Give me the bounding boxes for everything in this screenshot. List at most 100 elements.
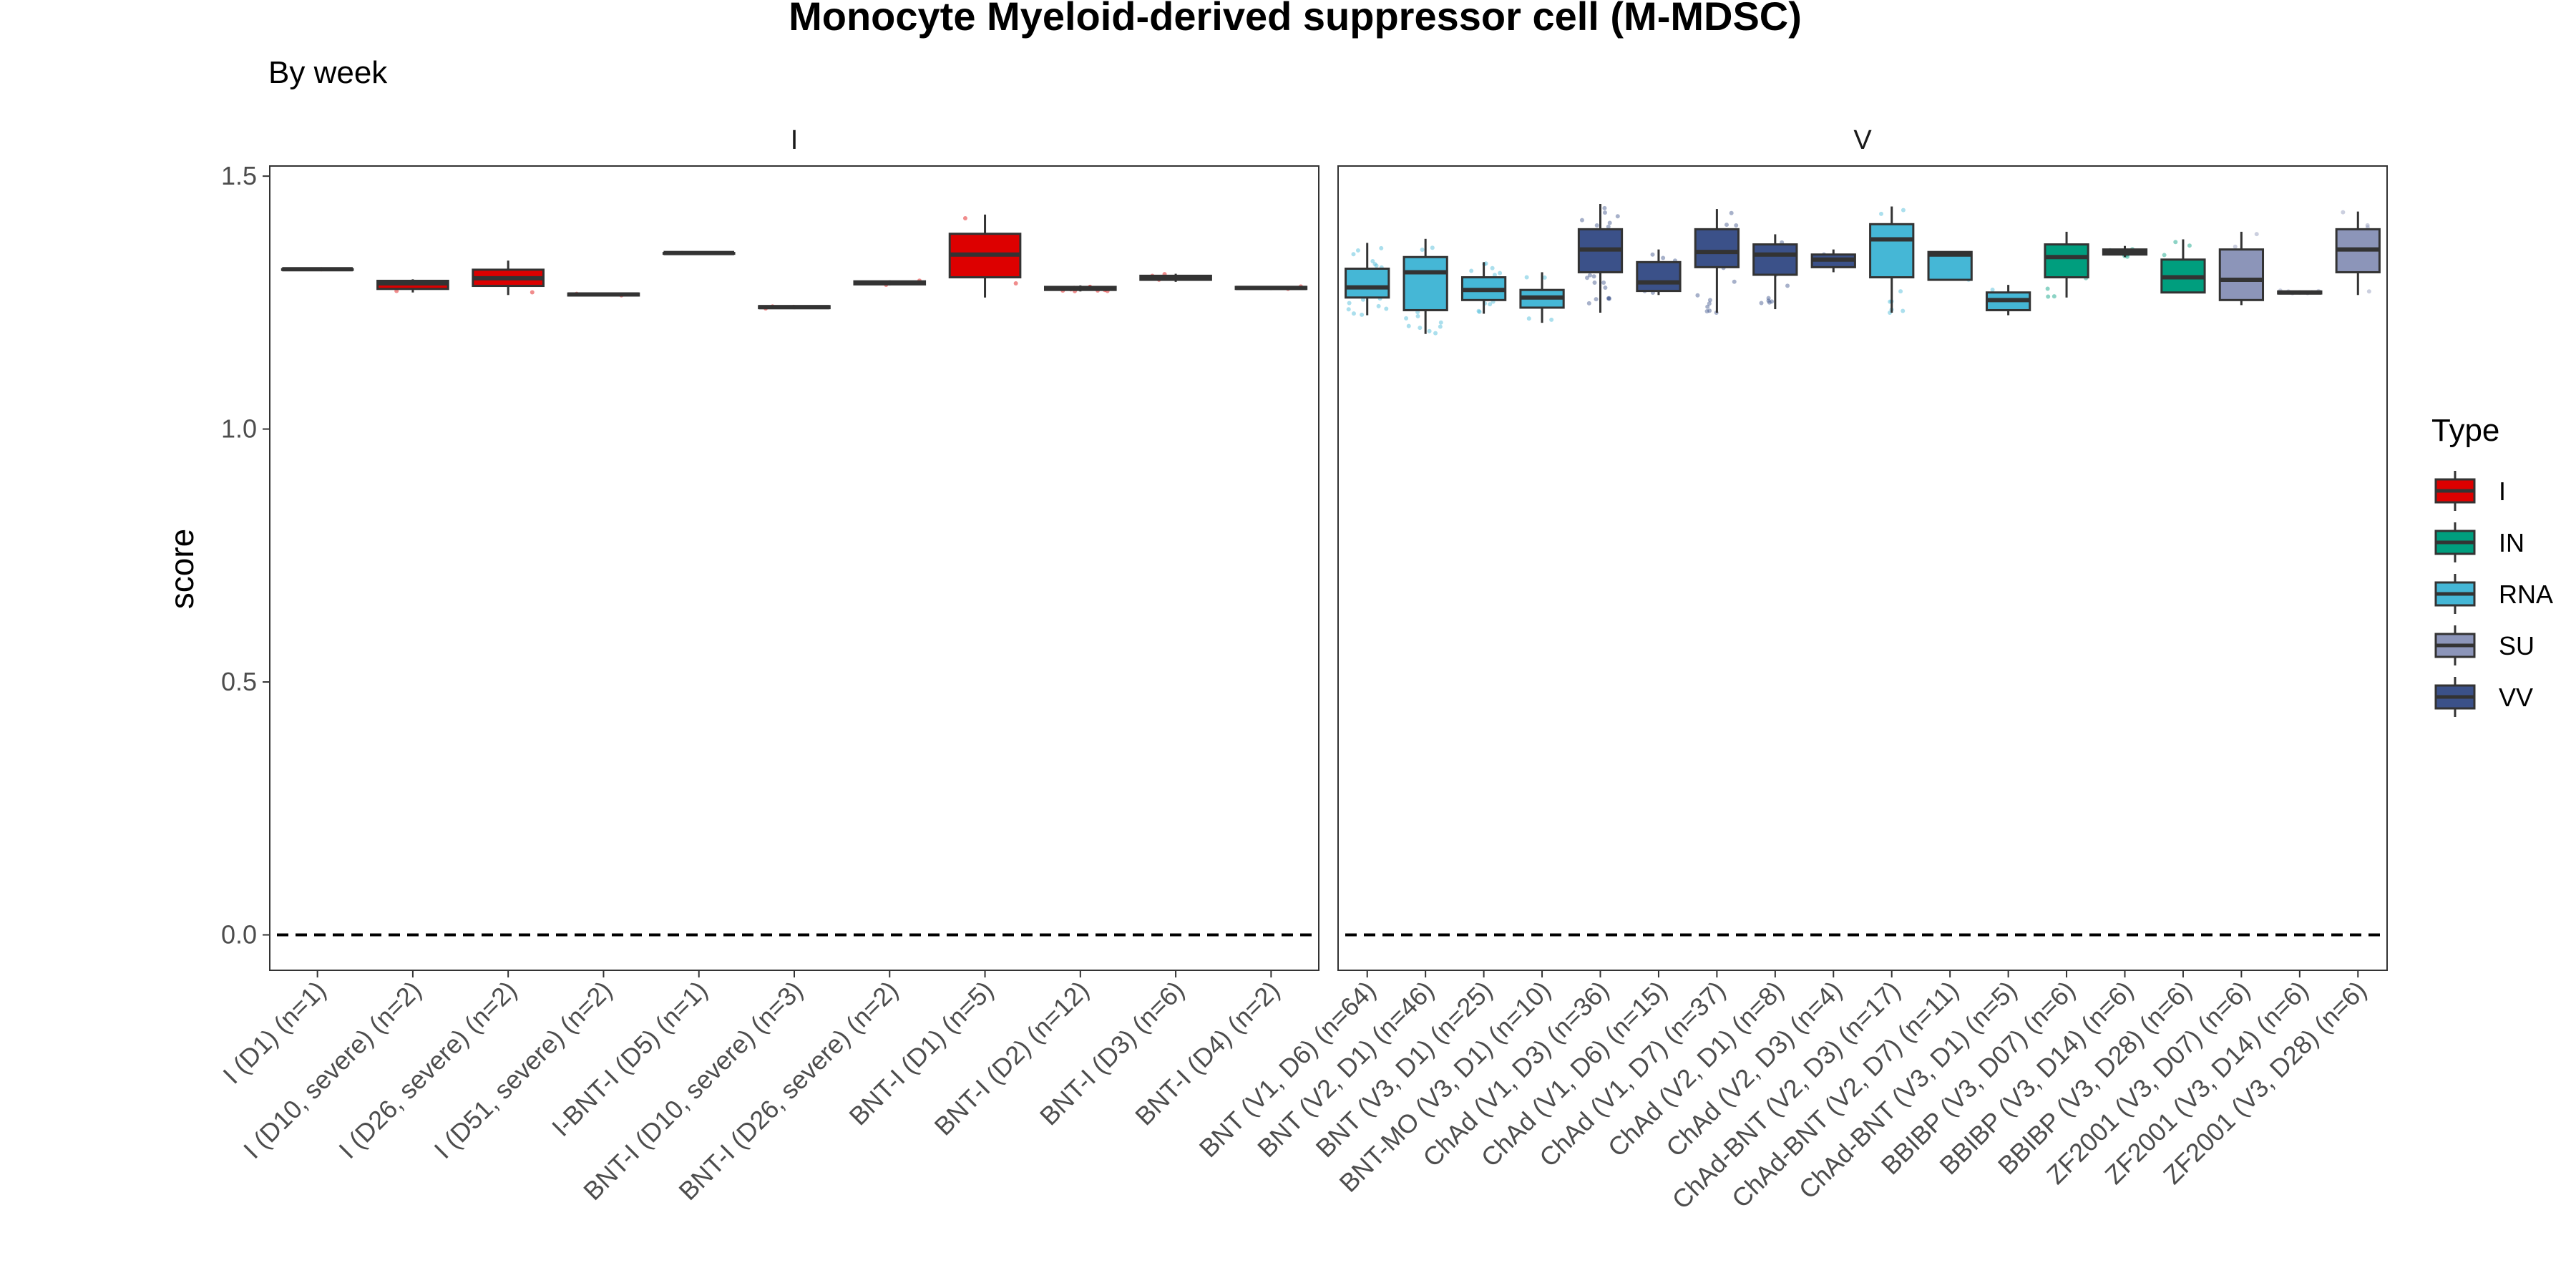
jitter-point [1379, 245, 1384, 250]
jitter-point [1990, 287, 1995, 292]
jitter-point [1351, 311, 1356, 316]
jitter-point [1661, 255, 1666, 260]
jitter-point [1370, 258, 1375, 263]
jitter-point [1427, 328, 1432, 333]
jitter-point [1013, 281, 1018, 286]
box [1752, 243, 1798, 276]
jitter-point [962, 215, 967, 220]
y-tick-label: 1.5 [221, 161, 257, 190]
chart-subtitle: By week [268, 55, 388, 90]
jitter-point [1477, 309, 1482, 314]
jitter-point [1615, 214, 1620, 219]
jitter-point [1586, 301, 1591, 306]
jitter-point [1498, 270, 1503, 275]
jitter-point [1734, 223, 1739, 228]
jitter-point [2366, 289, 2371, 294]
jitter-point [1898, 289, 1903, 294]
chart-title: Monocyte Myeloid-derived suppressor cell… [789, 0, 1802, 39]
jitter-point [1438, 320, 1443, 325]
legend-label: SU [2499, 631, 2534, 660]
jitter-point [1603, 286, 1608, 291]
jitter-point [1759, 301, 1764, 306]
box [1869, 223, 1915, 279]
legend-label: IN [2499, 528, 2524, 557]
jitter-point [1594, 297, 1599, 302]
jitter-point [1524, 275, 1529, 280]
jitter-point [1729, 210, 1734, 215]
jitter-point [1879, 211, 1884, 216]
jitter-point [1490, 265, 1495, 270]
jitter-point [1420, 247, 1425, 252]
jitter-point [1594, 223, 1599, 228]
jitter-point [1707, 298, 1712, 303]
jitter-point [2365, 223, 2370, 228]
jitter-point [1374, 263, 1379, 268]
jitter-point [2045, 286, 2050, 291]
jitter-point [1606, 224, 1611, 229]
legend-item: SU [2434, 625, 2534, 665]
jitter-point [1430, 245, 1435, 250]
jitter-point [1587, 273, 1592, 278]
box [2044, 243, 2089, 279]
jitter-point [1901, 208, 1906, 213]
jitter-point [1406, 323, 1411, 328]
box [1636, 260, 1682, 293]
jitter-point [1372, 262, 1377, 267]
legend-label: VV [2499, 683, 2533, 712]
jitter-point [1770, 299, 1775, 304]
box [1694, 228, 1740, 268]
jitter-point [1591, 274, 1596, 279]
jitter-point [1418, 326, 1423, 331]
jitter-point [1433, 331, 1438, 336]
box [1345, 268, 1390, 299]
jitter-point [1766, 298, 1771, 303]
panel-border [269, 165, 1319, 971]
legend-label: RNA [2499, 580, 2553, 609]
jitter-point [1526, 316, 1531, 321]
jitter-point [1585, 275, 1590, 280]
jitter-point [1606, 296, 1611, 301]
jitter-point [1360, 312, 1365, 317]
jitter-point [2124, 254, 2129, 259]
jitter-point [1704, 309, 1709, 314]
jitter-point [2233, 244, 2238, 249]
jitter-point [1415, 313, 1420, 318]
jitter-point [1732, 279, 1737, 284]
jitter-point [1355, 248, 1360, 253]
jitter-point [1376, 303, 1381, 308]
jitter-point [1602, 205, 1607, 210]
jitter-point [2173, 240, 2178, 245]
jitter-point [1724, 223, 1729, 228]
jitter-point [1579, 218, 1584, 223]
facet-strip-label: V [1853, 125, 1872, 155]
jitter-point [1785, 283, 1790, 288]
jitter-point [1650, 252, 1655, 257]
jitter-point [1707, 308, 1712, 313]
jitter-point [1606, 296, 1611, 301]
jitter-point [1695, 293, 1700, 298]
jitter-point [1901, 308, 1906, 313]
y-tick-label: 0.0 [221, 920, 257, 950]
legend-item: RNA [2434, 574, 2553, 614]
y-axis-title: score [163, 529, 200, 609]
jitter-point [1606, 296, 1611, 301]
jitter-point [1549, 317, 1554, 322]
jitter-point [1476, 308, 1481, 313]
jitter-point [2046, 294, 2051, 299]
legend-item: I [2434, 471, 2506, 511]
jitter-point [1404, 316, 1409, 321]
jitter-point [1705, 304, 1710, 309]
jitter-point [2187, 243, 2192, 248]
box [1402, 255, 1448, 311]
jitter-point [1346, 307, 1351, 312]
y-tick-label: 1.0 [221, 414, 257, 444]
jitter-point [1767, 300, 1772, 305]
jitter-point [1492, 273, 1497, 278]
facet-strip-label: I [791, 125, 799, 155]
jitter-point [1469, 268, 1474, 273]
box [2218, 248, 2265, 301]
panel-border [1337, 165, 2388, 971]
